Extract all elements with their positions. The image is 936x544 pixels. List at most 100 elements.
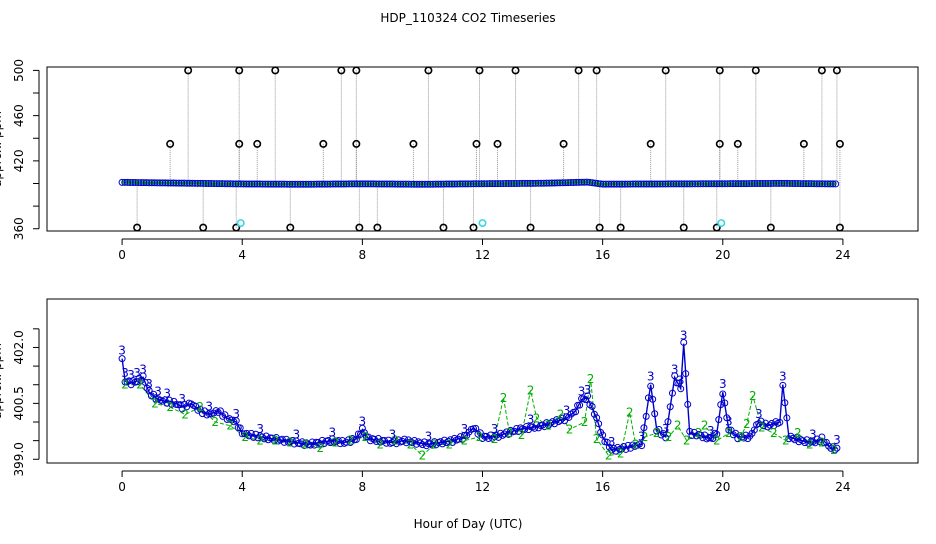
series-3-point [133,378,141,386]
series-3-marker: 3 [671,362,679,376]
outlier-point [646,139,655,148]
baseline-point [221,180,229,188]
series-3-point [593,414,601,422]
baseline-point [691,180,699,188]
outlier-point [616,223,625,232]
baseline-point [637,180,645,188]
series-3-point [666,403,674,411]
baseline-point [634,180,642,188]
baseline-point [667,180,675,188]
series-3-point [647,382,655,390]
series-3-point [483,432,491,440]
baseline-point [532,179,540,187]
series-3-marker: 3 [359,414,367,428]
series-3-point [721,399,729,407]
series-2-marker: 2 [695,426,703,440]
series-3-marker: 3 [461,422,469,436]
baseline-point [278,180,286,188]
baseline-point [548,179,556,187]
series-3-point [205,410,213,418]
baseline-point [167,179,175,187]
baseline-point [788,179,796,187]
series-3-point [298,438,306,446]
series-3-point [531,424,539,432]
baseline-point [299,180,307,188]
baseline-point [288,180,296,188]
baseline-point [391,180,399,188]
baseline-point [129,179,137,187]
outlier-point [409,139,418,148]
baseline-point [194,179,202,187]
outlier-point [235,139,244,148]
series-2-marker: 2 [626,406,634,420]
baseline-point [372,180,380,188]
outlier-point [337,66,346,75]
outlier-point [559,139,568,148]
series-2-marker: 2 [476,430,484,444]
baseline-point [367,180,375,188]
baseline-point [459,180,467,188]
series-3-point [638,442,646,450]
series-2-marker: 2 [605,449,613,463]
baseline-point [699,180,707,188]
x-tick-label: 12 [475,480,490,494]
cyan-point [717,219,726,228]
baseline-point [148,179,156,187]
baseline-point [426,180,434,188]
series-2-marker: 2 [725,426,733,440]
baseline-point [291,180,299,188]
baseline-point [326,180,334,188]
series-3-point [228,416,236,424]
baseline-point [456,180,464,188]
baseline-point [351,180,359,188]
series-3-point [671,372,679,380]
chart-title: HDP_110324 CO2 Timeseries [380,11,555,25]
baseline-point [599,180,607,188]
baseline-point [783,179,791,187]
baseline-point [348,180,356,188]
baseline-point [199,179,207,187]
series-3-point [392,440,400,448]
baseline-point [472,180,480,188]
top-panel: 0 4 8 12 16 20 24 360 420 460 500 approx. ppm [0,59,919,262]
baseline-point [440,180,448,188]
baseline-point [497,180,505,188]
baseline-point [729,180,737,188]
series-2-marker: 2 [121,378,129,392]
series-2-marker: 2 [674,419,682,433]
series-2-marker: 2 [587,372,595,386]
baseline-point [659,180,667,188]
baseline-point [645,180,653,188]
baseline-point [718,180,726,188]
baseline-point [675,180,683,188]
outlier-point [184,66,193,75]
baseline-point [807,180,815,188]
series-3-point [590,410,598,418]
baseline-point [578,178,586,186]
series-3-marker: 3 [755,407,763,421]
series-3-point [586,401,594,409]
outlier-point [592,66,601,75]
outlier-point [286,223,295,232]
series-2-marker: 2 [632,437,640,451]
series-3-marker: 3 [833,433,841,447]
series-3-point [793,434,801,442]
outlier-point [133,223,142,232]
series-3-point [640,424,648,432]
series-3-point [374,434,382,442]
baseline-point [613,180,621,188]
baseline-point [453,180,461,188]
baseline-point [510,179,518,187]
outlier-point [253,139,262,148]
baseline-point [813,180,821,188]
baseline-point [340,180,348,188]
series-2-marker: 2 [446,437,454,451]
series-3-point [410,436,418,444]
series-2-marker: 2 [557,408,565,422]
series-3-point [779,381,787,389]
series-3-marker: 3 [638,429,646,443]
series-3-point [820,439,828,447]
y-tick-label: 360 [12,217,26,240]
series-3-point [137,376,145,384]
